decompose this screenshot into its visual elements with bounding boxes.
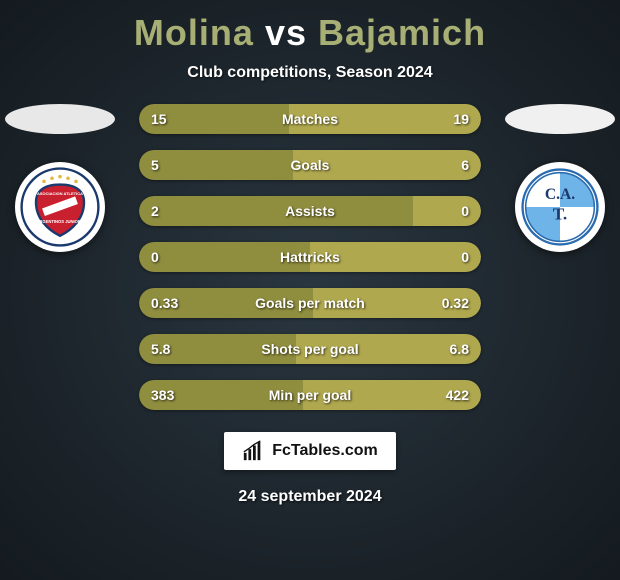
stat-value-left: 383	[151, 387, 174, 403]
brand-badge: FcTables.com	[224, 432, 396, 470]
stat-label: Goals	[291, 157, 330, 173]
svg-text:T.: T.	[553, 204, 567, 223]
stat-row: 383 422 Min per goal	[139, 380, 481, 410]
argentinos-juniors-crest: ASOCIACION ATLETICA ARGENTINOS JUNIORS	[15, 162, 105, 252]
stat-row: 5 6 Goals	[139, 150, 481, 180]
bar-left	[139, 150, 293, 180]
right-ellipse-decor	[505, 104, 615, 134]
left-ellipse-decor	[5, 104, 115, 134]
chart-icon	[242, 440, 264, 462]
stat-value-right: 422	[446, 387, 469, 403]
stat-label: Assists	[285, 203, 335, 219]
player1-name: Molina	[134, 12, 254, 53]
stat-row: 5.8 6.8 Shots per goal	[139, 334, 481, 364]
atletico-tucuman-crest: C.A. T.	[515, 162, 605, 252]
bar-right	[413, 196, 481, 226]
stat-value-left: 0.33	[151, 295, 178, 311]
stat-row: 2 0 Assists	[139, 196, 481, 226]
stat-row: 0 0 Hattricks	[139, 242, 481, 272]
stat-value-right: 0	[461, 249, 469, 265]
stat-row: 15 19 Matches	[139, 104, 481, 134]
shield-icon: C.A. T.	[521, 168, 599, 246]
stat-value-right: 6	[461, 157, 469, 173]
stat-row: 0.33 0.32 Goals per match	[139, 288, 481, 318]
svg-text:C.A.: C.A.	[545, 186, 575, 203]
shield-icon: ASOCIACION ATLETICA ARGENTINOS JUNIORS	[20, 167, 100, 247]
stat-label: Matches	[282, 111, 338, 127]
stat-value-left: 5	[151, 157, 159, 173]
right-side: C.A. T.	[500, 104, 620, 252]
stat-value-right: 0.32	[442, 295, 469, 311]
stat-value-left: 5.8	[151, 341, 170, 357]
stat-label: Min per goal	[269, 387, 351, 403]
svg-text:ASOCIACION ATLETICA: ASOCIACION ATLETICA	[37, 191, 83, 196]
stat-value-right: 6.8	[450, 341, 469, 357]
svg-text:ARGENTINOS JUNIORS: ARGENTINOS JUNIORS	[36, 219, 84, 224]
stat-value-left: 0	[151, 249, 159, 265]
comparison-arena: ASOCIACION ATLETICA ARGENTINOS JUNIORS C…	[0, 104, 620, 410]
bar-left	[139, 196, 413, 226]
comparison-title: Molina vs Bajamich	[0, 0, 620, 54]
player2-name: Bajamich	[318, 12, 486, 53]
left-side: ASOCIACION ATLETICA ARGENTINOS JUNIORS	[0, 104, 120, 252]
stat-label: Hattricks	[280, 249, 340, 265]
stat-value-left: 2	[151, 203, 159, 219]
footer: FcTables.com	[0, 432, 620, 470]
stat-value-left: 15	[151, 111, 167, 127]
stat-label: Goals per match	[255, 295, 365, 311]
stat-bars: 15 19 Matches 5 6 Goals 2 0 Assists 0 0 Hattricks 0.…	[139, 104, 481, 410]
vs-text: vs	[265, 12, 307, 53]
stat-value-right: 0	[461, 203, 469, 219]
stat-label: Shots per goal	[261, 341, 358, 357]
brand-text: FcTables.com	[272, 442, 378, 460]
date-text: 24 september 2024	[0, 488, 620, 506]
stat-value-right: 19	[453, 111, 469, 127]
subtitle: Club competitions, Season 2024	[0, 64, 620, 82]
